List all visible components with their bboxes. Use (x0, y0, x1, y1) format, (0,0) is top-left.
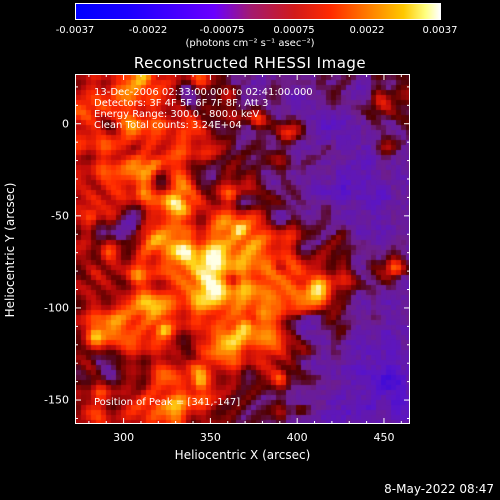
colorbar-tick: -0.00075 (199, 25, 245, 36)
y-tick-label: -100 (44, 301, 69, 315)
x-tick-label: 400 (286, 431, 308, 444)
info-line-counts: Clean Total counts: 3.24E+04 (94, 120, 242, 131)
y-tick-label: -50 (51, 209, 69, 223)
y-axis-label: Heliocentric Y (arcsec) (3, 182, 17, 318)
info-line-time: 13-Dec-2006 02:33:00.000 to 02:41:00.000 (94, 87, 313, 98)
timestamp: 8-May-2022 08:47 (384, 482, 494, 496)
colorbar-tick: 0.0022 (349, 25, 385, 36)
peak-position-label: Position of Peak = [341,-147] (94, 397, 241, 408)
y-tick-label: -150 (44, 393, 69, 407)
info-line-energy: Energy Range: 300.0 - 800.0 keV (94, 109, 260, 120)
colorbar-tick: 0.00075 (273, 25, 315, 36)
colorbar-tick: -0.0037 (55, 25, 95, 36)
plot-area: 13-Dec-2006 02:33:00.000 to 02:41:00.000… (75, 74, 410, 424)
heatmap-image (76, 75, 409, 423)
colorbar (75, 3, 441, 20)
info-line-detectors: Detectors: 3F 4F 5F 6F 7F 8F, Att 3 (94, 98, 269, 109)
x-tick-label: 450 (373, 431, 395, 444)
colorbar-unit-label: (photons cm⁻² s⁻¹ asec⁻²) (185, 38, 315, 49)
x-tick-label: 350 (199, 431, 221, 444)
x-axis-label: Heliocentric X (arcsec) (174, 448, 311, 462)
x-tick-label: 300 (113, 431, 135, 444)
colorbar-tick: 0.0037 (422, 25, 458, 36)
chart-title: Reconstructed RHESSI Image (133, 54, 367, 72)
colorbar-tick: -0.0022 (128, 25, 168, 36)
y-tick-label: 0 (62, 117, 69, 131)
